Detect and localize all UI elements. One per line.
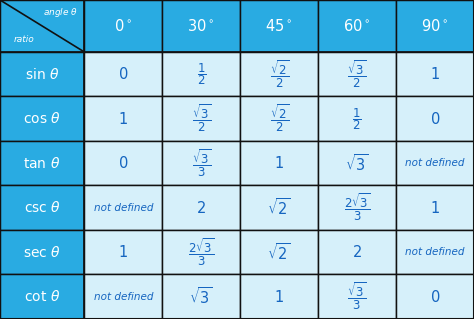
Bar — [162, 52, 240, 96]
Text: $\dfrac{\sqrt{3}}{3}$: $\dfrac{\sqrt{3}}{3}$ — [347, 281, 367, 312]
Text: $\sqrt{2}$: $\sqrt{2}$ — [267, 242, 291, 263]
Text: $0$: $0$ — [430, 289, 440, 305]
Bar — [162, 0, 240, 52]
Bar — [0, 52, 84, 96]
Bar — [318, 274, 396, 319]
Text: not defined: not defined — [93, 292, 153, 302]
Text: angle $\theta$: angle $\theta$ — [43, 6, 78, 19]
Bar — [318, 52, 396, 96]
Text: $2$: $2$ — [352, 244, 362, 260]
Bar — [84, 96, 162, 141]
Text: $\dfrac{\sqrt{3}}{2}$: $\dfrac{\sqrt{3}}{2}$ — [191, 103, 211, 134]
Bar — [240, 186, 318, 230]
Bar — [396, 96, 474, 141]
Text: $1$: $1$ — [430, 66, 440, 82]
Text: $\tan\,\theta$: $\tan\,\theta$ — [23, 156, 61, 171]
Bar — [84, 52, 162, 96]
Text: $\dfrac{\sqrt{3}}{2}$: $\dfrac{\sqrt{3}}{2}$ — [347, 59, 367, 90]
Text: $1$: $1$ — [118, 111, 128, 127]
Bar — [84, 274, 162, 319]
Bar — [240, 230, 318, 274]
Text: not defined: not defined — [93, 203, 153, 213]
Text: $0$: $0$ — [118, 66, 128, 82]
Text: not defined: not defined — [405, 158, 465, 168]
Text: $\sin\,\theta$: $\sin\,\theta$ — [25, 67, 59, 82]
Bar — [240, 0, 318, 52]
Text: $2$: $2$ — [196, 200, 206, 216]
Bar — [162, 96, 240, 141]
Bar — [0, 274, 84, 319]
Text: $45^\circ$: $45^\circ$ — [265, 18, 293, 34]
Bar — [0, 96, 84, 141]
Bar — [240, 274, 318, 319]
Text: $1$: $1$ — [118, 244, 128, 260]
Text: $\sqrt{2}$: $\sqrt{2}$ — [267, 197, 291, 218]
Text: $1$: $1$ — [274, 155, 284, 171]
Text: $\cos\,\theta$: $\cos\,\theta$ — [23, 111, 61, 126]
Text: not defined: not defined — [405, 247, 465, 257]
Bar — [162, 274, 240, 319]
Text: $\dfrac{2\sqrt{3}}{3}$: $\dfrac{2\sqrt{3}}{3}$ — [188, 237, 215, 268]
Bar — [162, 141, 240, 186]
Text: $60^\circ$: $60^\circ$ — [343, 18, 371, 34]
Bar — [162, 186, 240, 230]
Bar — [84, 141, 162, 186]
Text: $1$: $1$ — [430, 200, 440, 216]
Bar — [396, 141, 474, 186]
Bar — [162, 230, 240, 274]
Text: $\sec\,\theta$: $\sec\,\theta$ — [23, 245, 61, 260]
Bar — [396, 0, 474, 52]
Bar — [0, 186, 84, 230]
Text: $\dfrac{\sqrt{2}}{2}$: $\dfrac{\sqrt{2}}{2}$ — [270, 59, 289, 90]
Bar — [318, 230, 396, 274]
Text: $0$: $0$ — [118, 155, 128, 171]
Bar — [84, 186, 162, 230]
Bar — [240, 141, 318, 186]
Bar — [0, 0, 84, 52]
Bar — [318, 96, 396, 141]
Bar — [84, 230, 162, 274]
Text: $\sqrt{3}$: $\sqrt{3}$ — [345, 153, 369, 174]
Text: $30^\circ$: $30^\circ$ — [188, 18, 215, 34]
Bar — [396, 230, 474, 274]
Text: $\sqrt{3}$: $\sqrt{3}$ — [189, 286, 213, 307]
Text: $\dfrac{1}{2}$: $\dfrac{1}{2}$ — [352, 106, 362, 132]
Text: $\dfrac{1}{2}$: $\dfrac{1}{2}$ — [197, 61, 206, 87]
Bar — [396, 52, 474, 96]
Text: $\dfrac{2\sqrt{3}}{3}$: $\dfrac{2\sqrt{3}}{3}$ — [344, 192, 371, 223]
Text: $0$: $0$ — [430, 111, 440, 127]
Bar — [0, 141, 84, 186]
Bar — [318, 141, 396, 186]
Bar — [240, 96, 318, 141]
Bar — [396, 186, 474, 230]
Text: $\dfrac{\sqrt{3}}{3}$: $\dfrac{\sqrt{3}}{3}$ — [191, 148, 211, 179]
Bar — [0, 230, 84, 274]
Text: $\dfrac{\sqrt{2}}{2}$: $\dfrac{\sqrt{2}}{2}$ — [270, 103, 289, 134]
Bar — [396, 274, 474, 319]
Bar — [318, 186, 396, 230]
Bar — [84, 0, 162, 52]
Text: $\cot\,\theta$: $\cot\,\theta$ — [24, 289, 60, 304]
Bar — [318, 0, 396, 52]
Bar — [240, 52, 318, 96]
Text: $1$: $1$ — [274, 289, 284, 305]
Text: $\csc\,\theta$: $\csc\,\theta$ — [24, 200, 61, 215]
Text: $0^\circ$: $0^\circ$ — [114, 18, 132, 34]
Text: ratio: ratio — [13, 35, 34, 44]
Text: $90^\circ$: $90^\circ$ — [421, 18, 449, 34]
